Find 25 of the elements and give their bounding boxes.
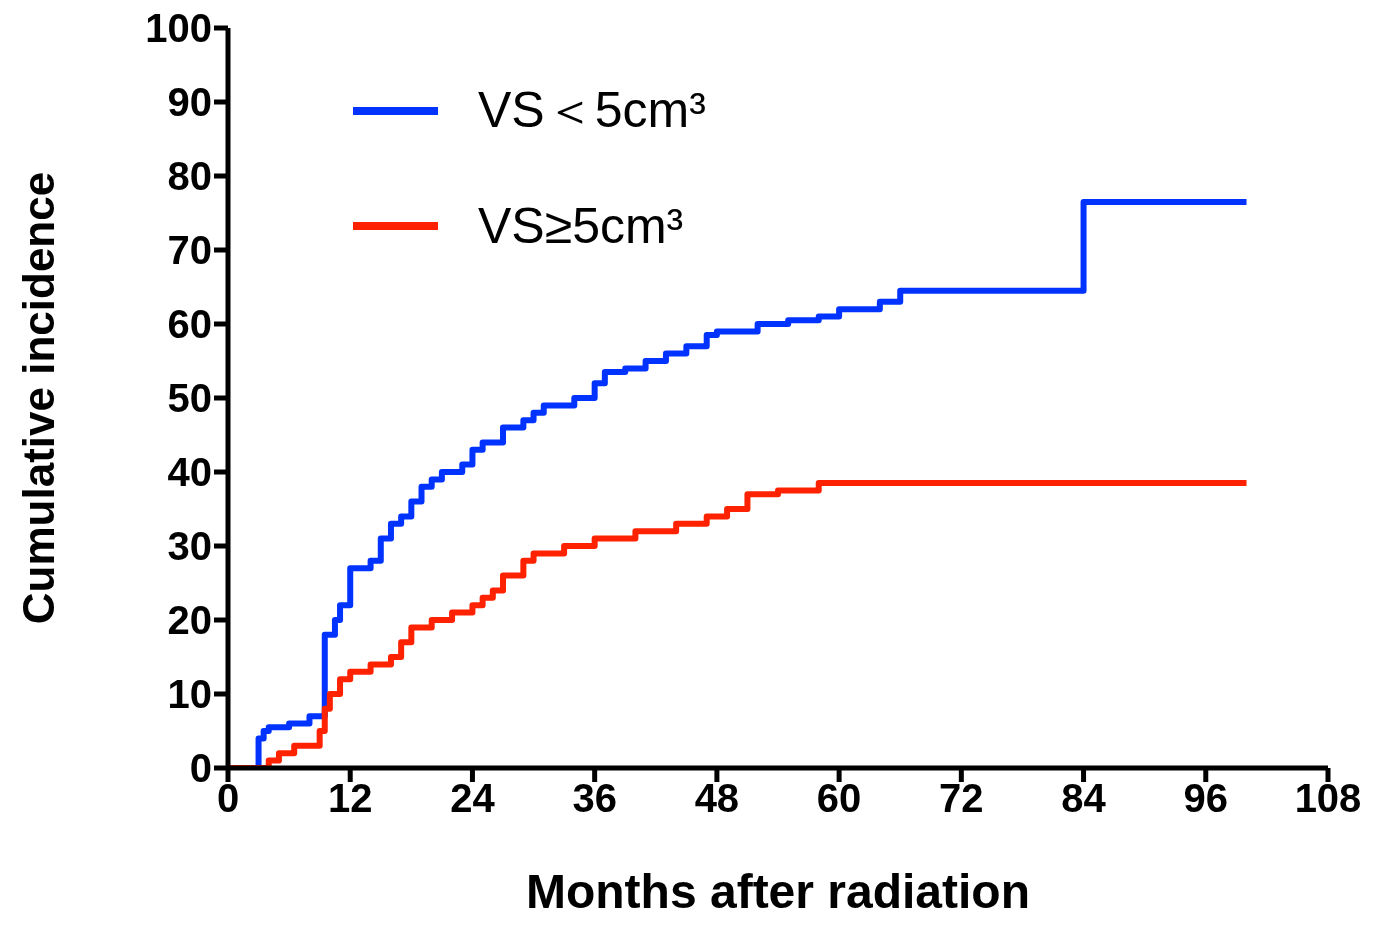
x-tick-label: 12 (327, 776, 373, 821)
x-tick-label: 72 (939, 776, 984, 821)
x-tick-label: 0 (216, 776, 240, 821)
y-tick-label: 80 (167, 154, 212, 199)
y-tick-label: 30 (167, 524, 212, 569)
y-tick-label: 10 (167, 672, 212, 717)
y-tick-label: 90 (167, 80, 212, 125)
y-tick-label: 20 (167, 598, 212, 643)
x-tick-label: 108 (1294, 776, 1362, 821)
x-tick-label: 96 (1183, 776, 1229, 821)
x-tick-label: 24 (450, 776, 496, 821)
x-tick-label: 36 (572, 776, 617, 821)
x-tick-label: 84 (1061, 776, 1107, 821)
y-tick-label: 70 (167, 228, 212, 273)
y-tick-label: 40 (167, 450, 212, 495)
y-tick-label: 100 (145, 6, 212, 51)
legend-label: VS＜5cm³ (478, 81, 706, 140)
x-tick-label: 60 (816, 776, 862, 821)
x-tick-label: 48 (694, 776, 740, 821)
y-tick-label: 60 (167, 302, 212, 347)
legend-label: VS≥5cm³ (478, 196, 684, 255)
y-axis-title: Cumulative incidence (13, 171, 63, 625)
y-tick-label: 50 (167, 376, 212, 421)
y-tick-label: 0 (189, 746, 212, 791)
x-axis-title: Months after radiation (525, 865, 1031, 918)
